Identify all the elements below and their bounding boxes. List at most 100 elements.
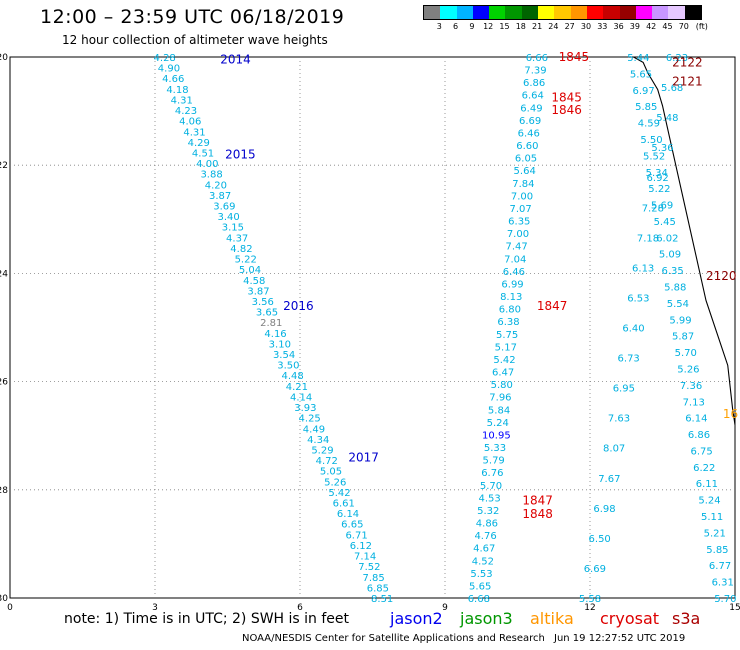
scale-swatch — [652, 6, 669, 19]
wave-height-value: 7.52 — [358, 562, 380, 573]
wave-height-value: 6.11 — [696, 479, 718, 490]
wave-height-value: 6.65 — [341, 520, 363, 531]
track-time-label: 2016 — [283, 299, 314, 313]
wave-height-value: 5.65 — [630, 69, 652, 80]
wave-height-value: 5.88 — [664, 283, 686, 294]
wave-height-value: 8.13 — [500, 292, 522, 303]
track-time-label: 1845 — [551, 91, 582, 105]
wave-height-value: 4.76 — [474, 531, 496, 542]
wave-height-value: 5.05 — [320, 467, 342, 478]
wave-height-value: 5.09 — [659, 250, 681, 261]
track-time-label: 16 — [723, 407, 738, 421]
wave-height-value: 6.22 — [693, 463, 715, 474]
track-time-label: 1845 — [559, 50, 590, 64]
wave-height-value: 10.95 — [482, 430, 511, 441]
scale-tick-label: 36 — [613, 22, 624, 31]
wave-height-value: 6.35 — [661, 266, 683, 277]
track-time-label: 1847 — [537, 299, 568, 313]
scale-swatch — [668, 6, 685, 19]
wave-height-value: 4.59 — [638, 119, 660, 130]
wave-height-value: 6.97 — [632, 86, 654, 97]
wave-height-value: 5.85 — [635, 102, 657, 113]
wave-height-value: 6.69 — [519, 116, 541, 127]
scale-tick-label: 39 — [629, 22, 640, 31]
wave-height-value: 7.63 — [608, 414, 630, 425]
x-tick-label: 9 — [442, 603, 448, 613]
wave-height-value: 5.70 — [675, 348, 697, 359]
wave-height-value: 5.21 — [704, 528, 726, 539]
wave-height-value: 5.11 — [701, 512, 723, 523]
x-tick-label: 15 — [729, 603, 740, 613]
wave-height-value: 6.77 — [709, 561, 731, 572]
scale-tick-label: 15 — [499, 22, 510, 31]
wave-height-value: 6.02 — [656, 233, 678, 244]
scale-swatch — [521, 6, 539, 19]
wave-height-value: 7.00 — [511, 191, 533, 202]
wave-height-value: 7.96 — [489, 393, 511, 404]
wave-height-value: 7.67 — [598, 474, 620, 485]
note-text: note: 1) Time is in UTC; 2) SWH is in fe… — [64, 611, 350, 627]
scale-tick-label: 6 — [453, 22, 459, 31]
wave-height-value: 5.87 — [672, 332, 694, 343]
scale-tick-label: 21 — [532, 22, 543, 31]
wave-height-value: 2.81 — [260, 318, 282, 329]
wave-height-value: 5.36 — [651, 143, 673, 154]
map-frame — [9, 56, 736, 599]
scale-swatch — [424, 6, 441, 19]
scale-unit-label: (ft) — [695, 22, 708, 31]
legend-cryosat: cryosat — [600, 609, 660, 628]
wave-height-value: 6.49 — [520, 103, 542, 114]
color-scale-legend: 3 6 9 12 15 18 21 24 27 30 33 36 39 42 45 70 (ft) — [423, 5, 708, 32]
wave-height-value: 6.14 — [337, 509, 359, 520]
wave-height-value: 6.86 — [523, 78, 545, 89]
wave-height-value: 4.28 — [154, 53, 176, 64]
x-tick-label: 0 — [7, 603, 13, 613]
wave-height-value: 6.38 — [497, 317, 519, 328]
wave-height-value: 5.80 — [491, 380, 513, 391]
wave-height-value: 6.80 — [499, 305, 521, 316]
y-tick-label: 26 — [0, 378, 8, 388]
y-tick-label: 30 — [0, 594, 8, 604]
wave-height-value: 5.26 — [324, 477, 346, 488]
wave-height-value: 5.79 — [483, 456, 505, 467]
wave-height-value: 5.26 — [677, 364, 699, 375]
track-time-label: 2122 — [672, 55, 703, 69]
scale-tick-label: 24 — [548, 22, 559, 31]
track-time-label: 1846 — [551, 103, 582, 117]
x-tick-label: 12 — [584, 603, 595, 613]
wave-height-value: 4.67 — [473, 544, 495, 555]
wave-height-value: 6.53 — [627, 293, 649, 304]
wave-height-value: 6.99 — [501, 279, 523, 290]
scale-swatch — [684, 6, 702, 19]
wave-height-value: 4.72 — [316, 456, 338, 467]
wave-height-value: 5.48 — [656, 113, 678, 124]
scale-tick-label: 33 — [597, 22, 608, 31]
wave-height-value: 5.99 — [669, 315, 691, 326]
wave-height-value: 5.70 — [714, 594, 736, 605]
wave-height-value: 5.70 — [480, 481, 502, 492]
wave-height-value: 4.06 — [179, 117, 201, 128]
wave-height-value: 7.84 — [512, 179, 534, 190]
track-time-label: 2121 — [672, 74, 703, 88]
wave-height-value: 4.16 — [264, 329, 286, 340]
wave-height-value: 6.31 — [712, 578, 734, 589]
wave-height-value: 5.52 — [643, 151, 665, 162]
track-time-label: 1847 — [522, 494, 553, 508]
scale-tick-label: 18 — [515, 22, 526, 31]
wave-height-value: 5.68 — [661, 83, 683, 94]
wave-height-value: 3.10 — [269, 339, 291, 350]
wave-height-value: 5.24 — [698, 496, 720, 507]
wave-height-value: 6.98 — [593, 504, 615, 515]
scale-swatch — [586, 6, 604, 19]
wave-height-value: 4.48 — [281, 371, 303, 382]
scale-swatch — [440, 6, 457, 19]
scale-swatch — [554, 6, 571, 19]
wave-height-value: 6.86 — [688, 430, 710, 441]
wave-height-value: 6.60 — [516, 141, 538, 152]
wave-height-value: 4.58 — [243, 276, 265, 287]
legend-altika: altika — [530, 609, 574, 628]
wave-height-value: 6.71 — [345, 530, 367, 541]
track-time-label: 2017 — [348, 450, 379, 464]
